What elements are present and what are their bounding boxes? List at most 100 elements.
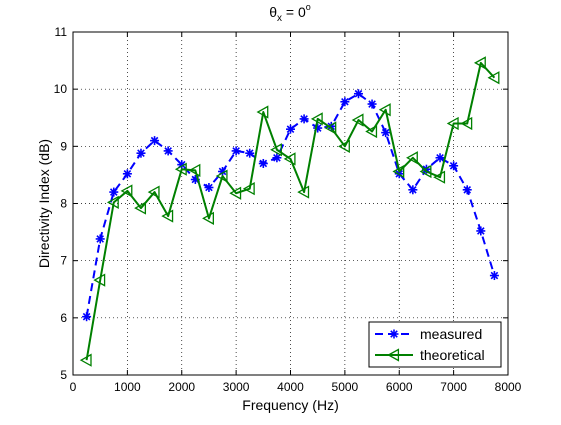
data-point-theoretical	[79, 353, 92, 367]
asterisk-stroke	[286, 125, 295, 133]
data-point-theoretical	[242, 182, 255, 196]
data-point-theoretical	[406, 151, 418, 165]
data-point-measured	[136, 148, 146, 158]
data-point-measured	[231, 146, 241, 156]
data-point-measured	[462, 185, 472, 195]
triangle-shape	[378, 103, 391, 117]
data-point-theoretical	[215, 169, 228, 183]
data-point-theoretical	[378, 103, 391, 117]
data-point-theoretical	[324, 121, 337, 135]
data-point-measured	[381, 128, 391, 138]
data-point-measured	[109, 187, 119, 197]
asterisk-stroke	[436, 153, 444, 162]
data-point-theoretical	[419, 164, 432, 179]
asterisk-stroke	[300, 115, 308, 123]
x-tick-label: 8000	[495, 380, 522, 394]
data-point-theoretical	[147, 185, 160, 199]
asterisk-stroke	[150, 136, 159, 145]
legend-sample-theoretical	[375, 348, 413, 362]
data-point-measured	[150, 136, 160, 146]
legend-marker-measured	[389, 329, 399, 339]
asterisk-stroke	[381, 128, 390, 137]
data-point-measured	[204, 182, 214, 192]
triangle-shape	[120, 184, 133, 198]
asterisk-stroke	[123, 169, 132, 178]
asterisk-stroke	[82, 312, 91, 321]
series-layer	[79, 56, 500, 367]
triangle-shape	[147, 185, 160, 199]
x-tick-label: 5000	[332, 380, 359, 394]
data-point-theoretical	[161, 209, 174, 223]
series-measured	[82, 89, 499, 322]
x-tick-label: 4000	[277, 380, 304, 394]
data-point-measured	[353, 89, 363, 99]
x-axis-label: Frequency (Hz)	[242, 397, 338, 413]
y-tick-label: 7	[60, 254, 67, 268]
triangle-shape	[215, 169, 228, 183]
triangle-shape	[93, 273, 106, 287]
data-point-theoretical	[297, 185, 310, 199]
legend-label-measured: measured	[420, 326, 482, 342]
x-tick-label: 6000	[386, 380, 413, 394]
data-point-theoretical	[256, 105, 269, 119]
x-tick-label: 3000	[223, 380, 250, 394]
y-tick-label: 8	[60, 197, 67, 211]
legend-sample-measured	[375, 329, 413, 339]
chart-title: θx = 0o	[269, 2, 311, 24]
triangle-shape	[174, 162, 187, 176]
asterisk-stroke	[259, 159, 268, 168]
x-tick-label: 1000	[114, 380, 141, 394]
data-point-measured	[340, 97, 350, 107]
triangle-shape	[202, 211, 214, 225]
triangle-shape	[406, 151, 418, 165]
x-tick-label: 0	[70, 380, 77, 394]
data-point-measured	[476, 226, 486, 236]
triangle-shape	[310, 112, 323, 126]
series-line-theoretical	[85, 61, 496, 361]
data-point-measured	[408, 185, 418, 195]
data-point-theoretical	[338, 139, 350, 153]
data-point-measured	[286, 124, 295, 134]
x-tick-label: 7000	[440, 380, 467, 394]
y-tick-label: 5	[60, 368, 67, 382]
asterisk-stroke	[245, 149, 254, 157]
triangle-shape	[106, 195, 119, 209]
triangle-shape	[487, 71, 500, 85]
asterisk-stroke	[390, 330, 398, 338]
triangle-shape	[324, 121, 337, 135]
data-point-theoretical	[433, 170, 446, 184]
asterisk-stroke	[395, 169, 404, 178]
triangle-shape	[270, 143, 282, 157]
triangle-shape	[256, 105, 269, 119]
asterisk-stroke	[96, 235, 104, 243]
asterisk-stroke	[273, 153, 281, 162]
triangle-shape	[161, 209, 174, 223]
data-point-measured	[489, 271, 499, 281]
asterisk-stroke	[368, 100, 376, 108]
asterisk-stroke	[354, 89, 363, 98]
y-axis-label: Directivity Index (dB)	[36, 139, 52, 268]
data-point-measured	[449, 161, 459, 171]
data-point-measured	[163, 146, 173, 156]
y-tick-label: 11	[55, 25, 68, 39]
data-point-theoretical	[120, 184, 133, 198]
data-point-theoretical	[93, 273, 106, 287]
data-point-theoretical	[283, 152, 296, 166]
y-tick-label: 10	[54, 82, 68, 96]
triangle-shape	[446, 116, 459, 131]
data-point-theoretical	[351, 113, 364, 127]
data-point-theoretical	[106, 195, 119, 209]
triangle-shape	[392, 164, 405, 179]
asterisk-stroke	[232, 147, 240, 155]
data-point-measured	[245, 148, 255, 158]
asterisk-stroke	[463, 185, 472, 194]
legend-box	[368, 321, 502, 368]
triangle-shape	[365, 124, 378, 139]
data-point-theoretical	[174, 162, 187, 176]
y-tick-label: 9	[60, 139, 67, 153]
asterisk-stroke	[477, 227, 485, 235]
data-point-measured	[122, 169, 132, 179]
triangle-shape	[387, 348, 400, 362]
data-point-measured	[299, 114, 309, 124]
